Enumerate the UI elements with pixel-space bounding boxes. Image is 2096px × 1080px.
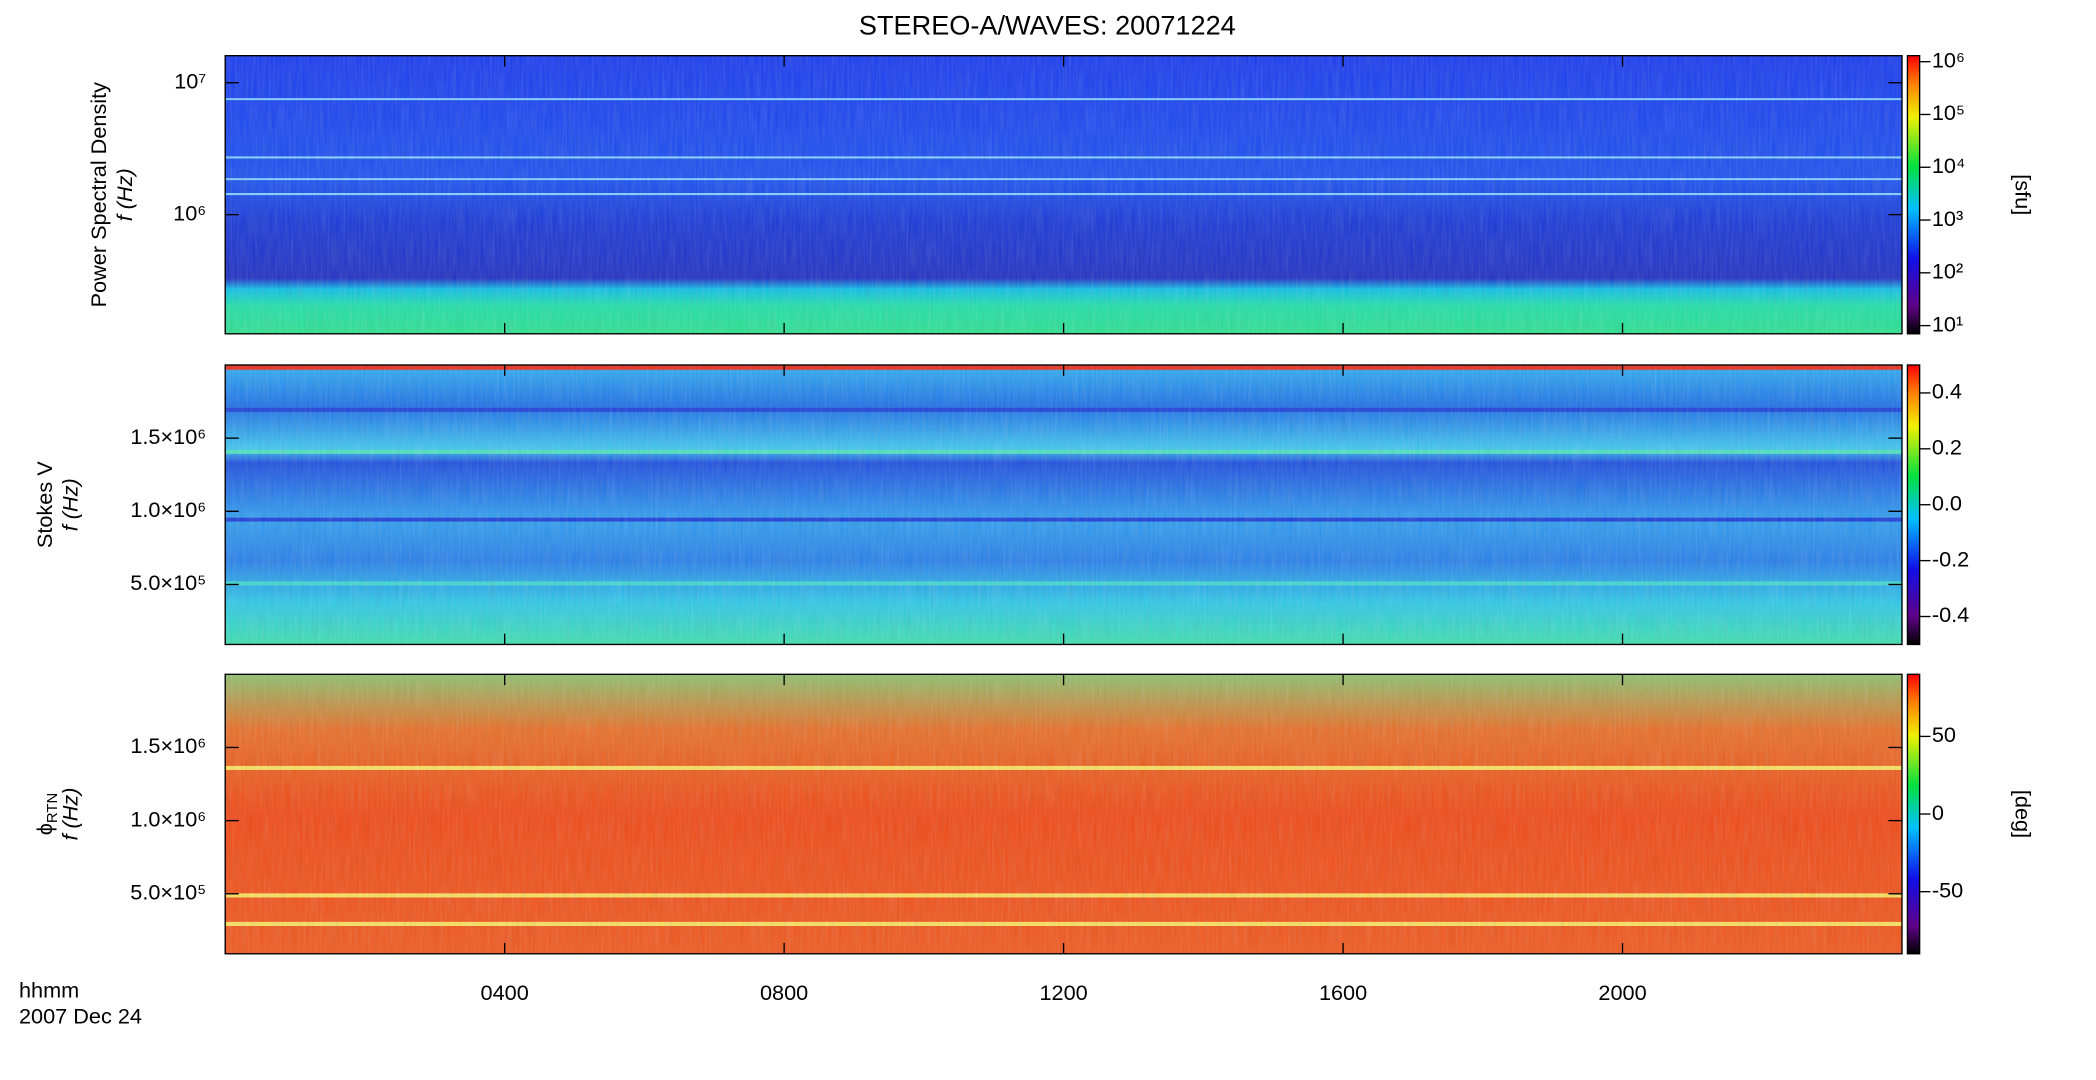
x-tick-label: 0400 bbox=[481, 980, 529, 1005]
colorbar-tick-label: 0.0 bbox=[1932, 490, 1962, 515]
y-tick-label: 1.5×10⁶ bbox=[130, 733, 206, 758]
y-tick-label: 10⁶ bbox=[173, 200, 206, 225]
colorbar-label: [deg] bbox=[2011, 790, 2036, 838]
x-axis-label: hhmm bbox=[19, 977, 79, 1002]
y-axis-quantity: Stokes V bbox=[32, 461, 57, 548]
x-tick-label: 2000 bbox=[1598, 980, 1646, 1005]
y-tick-label: 1.0×10⁶ bbox=[130, 497, 206, 522]
y-tick-label: 1.0×10⁶ bbox=[130, 806, 206, 831]
quantity-symbol: ϕ bbox=[32, 823, 57, 835]
colorbar-tick-label: 10² bbox=[1932, 259, 1963, 284]
colorbar-tick-label: 0 bbox=[1932, 800, 1944, 825]
colorbar-tick-label: 10⁴ bbox=[1932, 153, 1965, 178]
y-axis-label: f (Hz) bbox=[58, 788, 83, 841]
colorbar-tick-label: 10⁵ bbox=[1932, 100, 1965, 125]
title: STEREO-A/WAVES: 20071224 bbox=[859, 9, 1236, 40]
y-tick-label: 5.0×10⁵ bbox=[130, 880, 206, 905]
colorbar bbox=[1906, 673, 1921, 955]
colorbar-tick-label: 50 bbox=[1932, 722, 1956, 747]
x-axis-date: 2007 Dec 24 bbox=[19, 1003, 142, 1028]
y-tick-label: 10⁷ bbox=[174, 68, 206, 93]
image-texture bbox=[225, 55, 1903, 954]
colorbar bbox=[1906, 364, 1921, 646]
colorbar-tick-label: 0.2 bbox=[1932, 435, 1962, 460]
x-tick-label: 1200 bbox=[1039, 980, 1087, 1005]
y-axis-quantity: Power Spectral Density bbox=[86, 82, 111, 308]
colorbar-tick-label: 0.4 bbox=[1932, 379, 1962, 404]
y-tick-label: 1.5×10⁶ bbox=[130, 424, 206, 449]
colorbar-label: [sfu] bbox=[2011, 174, 2036, 215]
colorbar-tick-label: 10¹ bbox=[1932, 311, 1963, 336]
x-tick-label: 0800 bbox=[760, 980, 808, 1005]
colorbar-tick-label: -0.4 bbox=[1932, 602, 1969, 627]
y-tick-label: 5.0×10⁵ bbox=[130, 570, 206, 595]
y-axis-label: f (Hz) bbox=[112, 168, 137, 221]
y-axis-label: f (Hz) bbox=[58, 478, 83, 531]
colorbar-tick-label: -50 bbox=[1932, 877, 1963, 902]
colorbar-tick-label: -0.2 bbox=[1932, 546, 1969, 571]
colorbar bbox=[1906, 55, 1921, 335]
quantity-subscript: RTN bbox=[44, 793, 61, 823]
colorbar-tick-label: 10⁶ bbox=[1932, 47, 1965, 72]
colorbar-tick-label: 10³ bbox=[1932, 206, 1963, 231]
y-axis-quantity: ϕRTN bbox=[32, 793, 61, 836]
x-tick-label: 1600 bbox=[1319, 980, 1367, 1005]
